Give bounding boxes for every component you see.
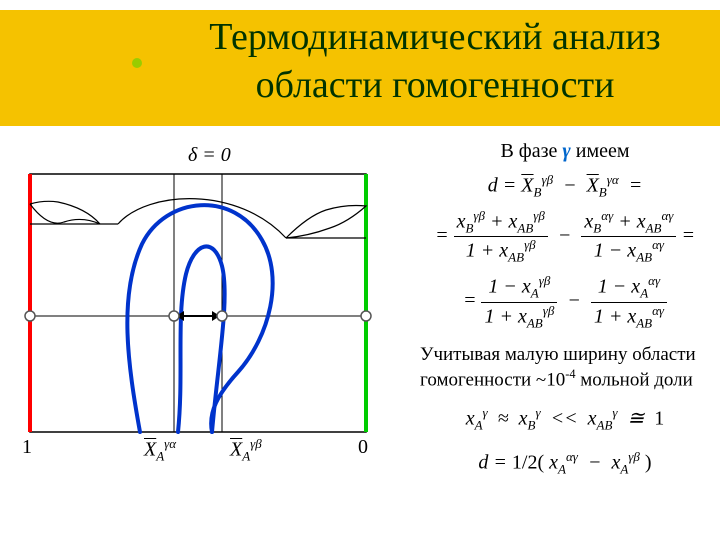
axis-label-right: 0	[358, 436, 368, 459]
phase-diagram: δ = 0 1 XAγα XAγβ 0	[8, 166, 388, 471]
equation-d-def: d = XBγβ − XBγα =	[420, 173, 710, 199]
slide-title: Термодинамический анализ области гомоген…	[155, 14, 715, 109]
title-line2: области гомогенности	[256, 64, 615, 106]
title-line1: Термодинамический анализ	[209, 16, 660, 58]
axis-label-left: 1	[22, 436, 32, 459]
phase-text: В фазе γ имеем	[420, 140, 710, 163]
equation-approx: xAγ ≈ xBγ << xABγ ≅ 1	[420, 406, 710, 432]
delta-zero-label: δ = 0	[188, 144, 231, 167]
homogeneity-note: Учитывая малую ширину области гомогеннос…	[420, 343, 710, 392]
equation-frac-1: = xBγβ + xABγβ 1 + xABγβ − xBαγ + xABαγ	[420, 209, 710, 264]
equation-result: d = 1/2( xAαγ − xAγβ )	[420, 450, 710, 476]
title-bullet-icon	[132, 58, 142, 68]
axis-label-x-gamma-beta: XAγβ	[230, 436, 262, 465]
axis-label-x-gamma-alpha: XAγα	[144, 436, 176, 465]
equations-column: В фазе γ имеем d = XBγβ − XBγα = = xBγβ …	[420, 140, 710, 485]
slide: Термодинамический анализ области гомоген…	[0, 0, 720, 540]
equation-frac-2: = 1 − xAγβ 1 + xABγβ − 1 − xAαγ 1 +	[420, 274, 710, 329]
diagram-svg	[8, 166, 388, 466]
